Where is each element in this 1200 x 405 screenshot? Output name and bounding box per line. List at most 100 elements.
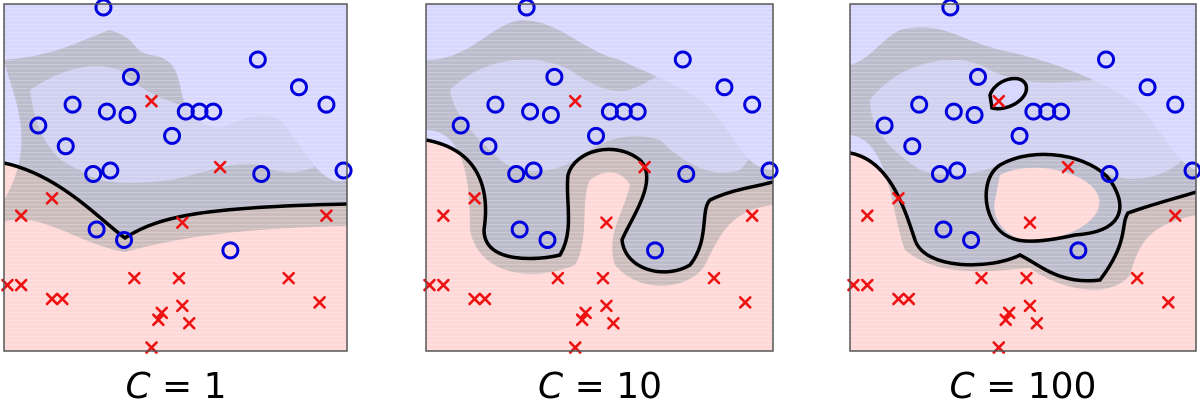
panel-caption: C = 1	[125, 366, 226, 405]
positive-point	[1069, 241, 1088, 260]
positive-point	[63, 95, 82, 114]
negative-point	[892, 192, 905, 205]
negative-point	[745, 209, 759, 222]
negative-point	[172, 271, 186, 285]
negative-point	[128, 271, 141, 285]
negative-point	[892, 292, 905, 306]
positive-point	[84, 165, 103, 184]
positive-point	[903, 137, 922, 156]
decision-boundary-island	[984, 152, 1122, 243]
negative-point	[596, 271, 610, 285]
negative-point	[1030, 316, 1044, 330]
negative-point	[1020, 271, 1033, 285]
positive-point	[101, 161, 120, 180]
negative-point	[999, 313, 1013, 327]
panel-caption: C = 10	[538, 366, 662, 405]
positive-point	[673, 50, 692, 69]
positive-point	[875, 116, 894, 135]
stripe-overlay	[850, 4, 1196, 351]
decision-boundary	[850, 151, 1196, 283]
decision-regions	[4, 4, 347, 351]
stripe-overlay	[426, 4, 773, 351]
negative-point	[56, 292, 69, 306]
panel-c10: C = 10	[423, 0, 779, 405]
negative-point	[607, 316, 620, 330]
positive-point	[677, 165, 696, 184]
positive-point	[479, 137, 498, 156]
negative-point	[638, 160, 651, 174]
positive-point	[941, 0, 960, 17]
positive-point	[934, 220, 953, 239]
positive-point	[517, 0, 536, 17]
positive-point	[910, 95, 929, 114]
negative-point	[738, 296, 752, 309]
negative-point	[860, 278, 874, 292]
positive-point	[252, 165, 271, 184]
positive-point	[510, 220, 529, 239]
positive-point	[94, 0, 113, 17]
negative-point	[1002, 306, 1016, 320]
negative-point	[600, 216, 613, 229]
panel-c100: C = 100	[847, 0, 1200, 405]
stripe-overlay	[4, 4, 347, 351]
positive-point	[289, 78, 308, 97]
positive-point	[56, 137, 75, 156]
positive-point	[248, 50, 267, 69]
positive-point	[538, 230, 557, 249]
positive-point	[715, 78, 734, 97]
negative-point	[176, 216, 189, 229]
negative-point	[313, 296, 326, 309]
negative-point	[182, 316, 196, 330]
positive-point	[760, 161, 779, 180]
negative-point	[45, 192, 59, 205]
negative-point	[902, 292, 916, 306]
positive-point	[317, 95, 336, 114]
positive-point	[507, 165, 526, 184]
positive-point	[97, 102, 116, 121]
negative-point	[437, 278, 450, 292]
positive-point	[87, 220, 106, 239]
negative-point	[437, 209, 450, 222]
data-points	[847, 0, 1200, 354]
negative-point	[14, 278, 28, 292]
decision-boundary	[426, 138, 773, 274]
positive-point	[1138, 78, 1157, 97]
positive-point	[628, 102, 647, 121]
negative-point	[575, 313, 589, 327]
positive-point	[646, 241, 665, 260]
positive-point	[545, 67, 564, 86]
panel-frame	[849, 3, 1197, 352]
negative-point	[1130, 271, 1144, 285]
positive-point	[524, 161, 543, 180]
panel-c1: C = 1	[1, 0, 353, 405]
positive-point	[521, 102, 540, 121]
positive-point	[743, 95, 762, 114]
negative-point	[176, 299, 189, 313]
positive-point	[965, 106, 984, 125]
positive-point	[944, 102, 963, 121]
negative-point	[975, 271, 988, 285]
positive-point	[587, 126, 606, 145]
negative-point	[1061, 160, 1075, 174]
negative-point	[579, 306, 592, 320]
negative-point	[320, 209, 333, 222]
negative-point	[14, 209, 28, 222]
negative-point	[1162, 296, 1175, 309]
negative-point	[1023, 216, 1037, 229]
negative-point	[468, 292, 481, 306]
negative-point	[468, 192, 481, 205]
positive-point	[1010, 126, 1029, 145]
decision-regions	[426, 4, 773, 351]
decision-boundary	[4, 161, 347, 241]
negative-point	[213, 160, 227, 174]
positive-point	[1100, 165, 1119, 184]
negative-point	[1168, 209, 1182, 222]
positive-point	[1052, 102, 1071, 121]
negative-point	[45, 292, 59, 306]
negative-point	[1023, 299, 1037, 313]
positive-point	[29, 116, 48, 135]
positive-point	[334, 161, 353, 180]
positive-point	[451, 116, 470, 135]
panel-frame	[425, 3, 774, 352]
